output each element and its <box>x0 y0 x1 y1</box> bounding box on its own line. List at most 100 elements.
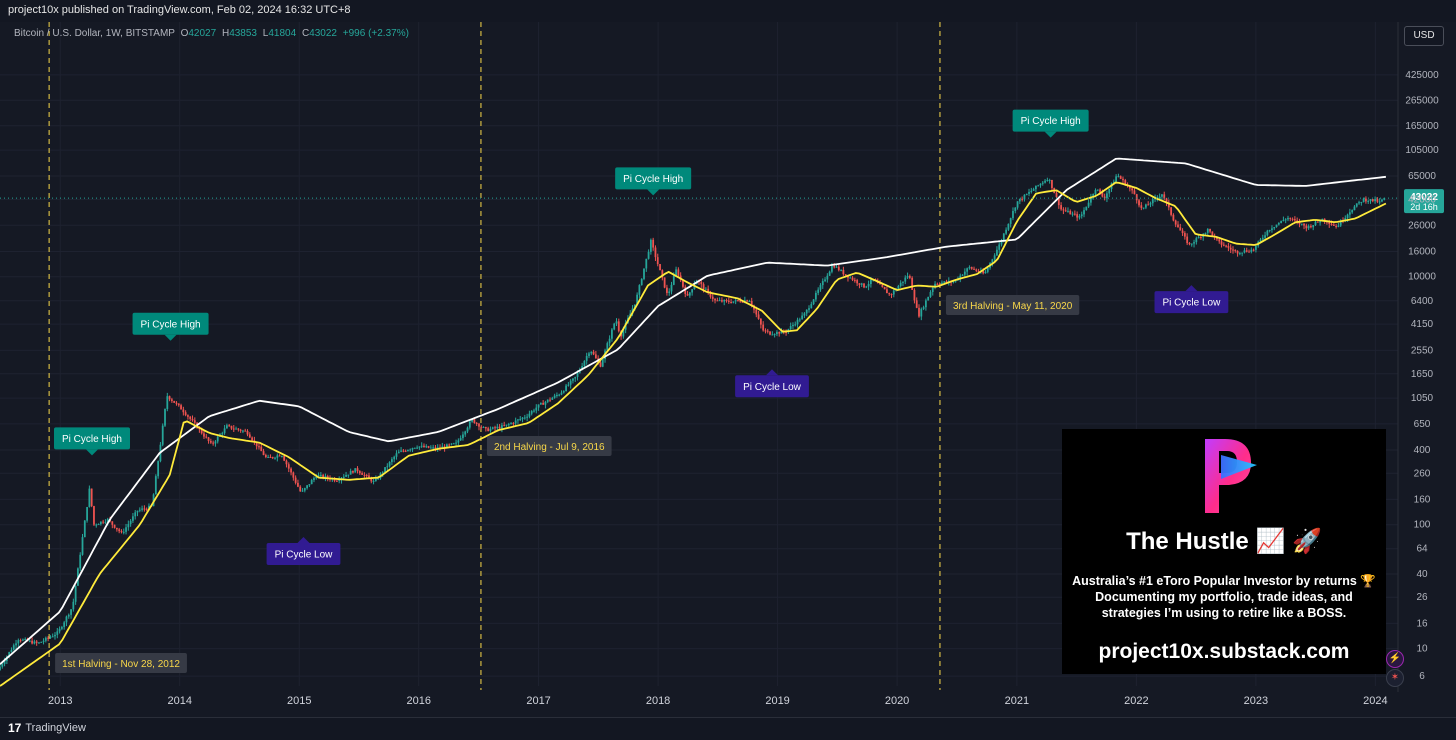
candle-body <box>734 300 737 302</box>
candle-body <box>1355 203 1358 207</box>
candle-body <box>835 266 838 268</box>
halving-label: 1st Halving - Nov 28, 2012 <box>62 659 180 670</box>
candle-body <box>370 477 373 482</box>
candle-body <box>666 287 668 293</box>
x-tick-label: 2020 <box>885 695 909 707</box>
candle-body <box>1335 225 1338 227</box>
candle-body <box>1108 188 1111 194</box>
candle-body <box>225 425 228 429</box>
candle-body <box>12 645 15 650</box>
candle-body <box>301 490 304 492</box>
candle-body <box>157 461 160 477</box>
candle-body <box>138 509 141 511</box>
candle-body <box>418 446 421 448</box>
halving-lines <box>48 22 941 690</box>
candle-body <box>1346 214 1349 219</box>
candle-body <box>1316 221 1319 223</box>
candle-body <box>1018 198 1021 202</box>
candle-body <box>203 433 205 437</box>
candle-body <box>851 277 854 280</box>
candle-body <box>177 403 180 406</box>
candle-body <box>22 639 24 641</box>
axes: 425000 265000 165000 105000 65000 42000 26000 1… <box>48 22 1439 707</box>
candle-body <box>65 616 68 623</box>
callout-box <box>1012 109 1089 132</box>
halving-callout: 1st Halving - Nov 28, 2012 <box>55 653 187 673</box>
candle-body <box>739 300 742 302</box>
candle-body <box>338 479 341 481</box>
candle-body <box>675 269 677 276</box>
candle-body <box>1225 245 1228 247</box>
pi-cycle-low-callout: Pi Cycle Low <box>735 369 809 398</box>
candle-body <box>1051 179 1053 189</box>
candle-body <box>842 269 845 275</box>
candle-body <box>1007 223 1010 230</box>
candle-body <box>856 280 859 284</box>
candle-body <box>466 427 469 432</box>
candle-body <box>1071 213 1074 215</box>
candle-body <box>297 482 299 487</box>
callout-label: Pi Cycle High <box>1021 116 1081 127</box>
candle-body <box>1025 193 1028 195</box>
promo-desc-line: Documenting my portfolio, trade ideas, a… <box>1095 590 1353 604</box>
candle-body <box>1310 226 1312 228</box>
candle-body <box>1172 214 1175 221</box>
candle-body <box>794 324 797 326</box>
candle-body <box>10 649 13 653</box>
candle-body <box>945 281 948 283</box>
candle-body <box>484 427 487 429</box>
candle-body <box>677 269 680 276</box>
callout-pointer <box>1185 285 1198 292</box>
currency-button[interactable]: USD <box>1404 26 1444 46</box>
candle-body <box>228 425 231 427</box>
candle-body <box>416 447 419 449</box>
candle-body <box>432 447 435 449</box>
lightning-icon[interactable]: ⚡ <box>1386 650 1404 668</box>
candle-body <box>1069 210 1072 215</box>
candle-body <box>725 300 728 302</box>
candle-body <box>212 442 215 444</box>
candle-body <box>1131 188 1134 191</box>
candle-body <box>388 461 391 467</box>
candle-body <box>808 308 810 310</box>
candle-body <box>498 426 501 429</box>
candle-body <box>1133 190 1136 195</box>
candle-body <box>975 269 978 271</box>
us-flag-icon[interactable]: ✶ <box>1386 669 1404 687</box>
pi-cycle-high-callout: Pi Cycle High <box>53 427 131 456</box>
candle-body <box>127 524 130 528</box>
candle-body <box>544 401 547 405</box>
candle-body <box>1177 224 1179 228</box>
candle-body <box>707 288 710 292</box>
candle-body <box>390 459 393 462</box>
candle-body <box>446 444 448 448</box>
candle-body <box>899 282 902 286</box>
candle-body <box>1128 186 1131 189</box>
candle-body <box>645 258 648 269</box>
callout-pointer <box>1044 131 1057 138</box>
candle-body <box>1312 225 1315 228</box>
last-price-label: 43022 <box>1410 192 1438 203</box>
candle-body <box>503 425 506 427</box>
candle-body <box>487 428 490 432</box>
candle-body <box>608 338 611 344</box>
candle-body <box>1360 201 1363 203</box>
candle-body <box>427 446 430 448</box>
tradingview-logo[interactable]: 17 TradingView <box>8 721 86 735</box>
candle-body <box>1161 194 1163 197</box>
candle-body <box>1197 236 1200 239</box>
candle-body <box>1277 222 1280 225</box>
candle-body <box>237 428 240 430</box>
candle-body <box>537 404 540 408</box>
candle-body <box>510 423 512 425</box>
candle-body <box>1365 198 1367 202</box>
candle-body <box>40 641 43 643</box>
callout-box <box>266 543 341 566</box>
symbol-legend[interactable]: Bitcoin / U.S. Dollar, 1W, BITSTAMP O420… <box>14 28 409 39</box>
candle-body <box>111 521 114 525</box>
candle-body <box>661 270 664 278</box>
footer: 17 TradingView <box>0 717 1456 740</box>
candle-body <box>553 395 556 398</box>
candle-body <box>480 426 483 428</box>
